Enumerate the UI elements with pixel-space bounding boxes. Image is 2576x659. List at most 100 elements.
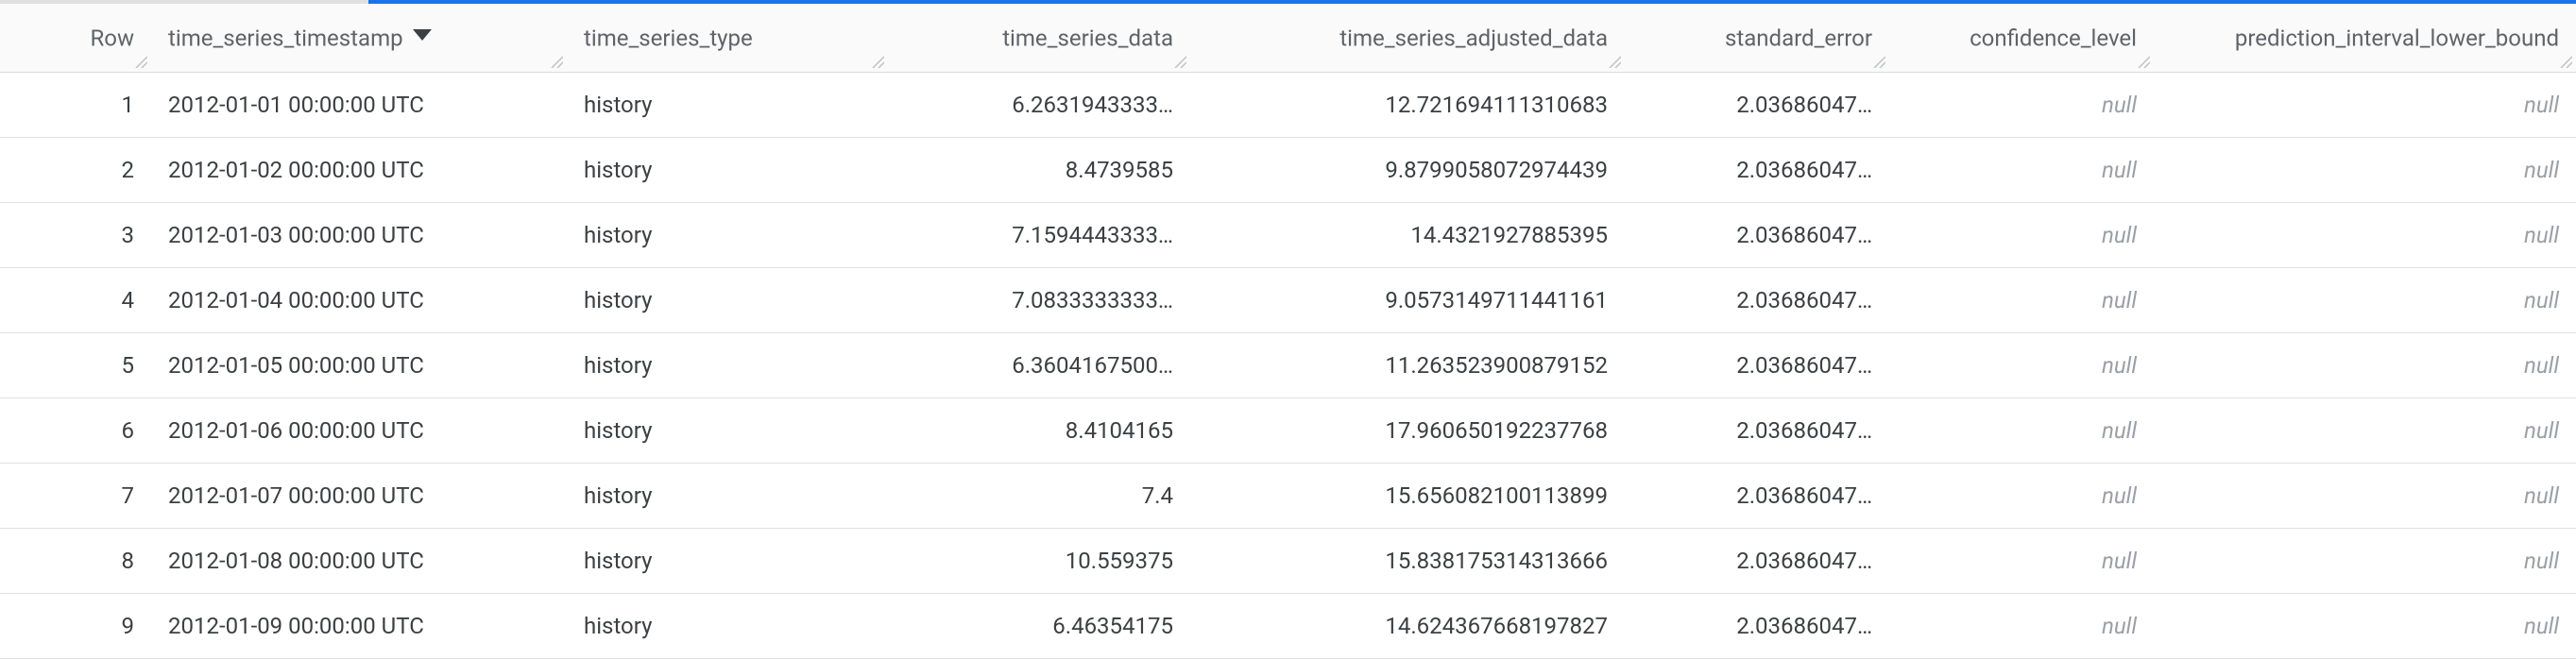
cell-type: history xyxy=(567,593,888,658)
cell-ts: 2012-01-09 00:00:00 UTC xyxy=(151,593,567,658)
column-header-ts[interactable]: time_series_timestamp xyxy=(151,4,567,72)
column-header-label: confidence_level xyxy=(1970,25,2137,52)
null-value: null xyxy=(2102,352,2137,379)
column-header-label: time_series_data xyxy=(1002,25,1173,52)
cell-type: history xyxy=(567,267,888,332)
table-row[interactable]: 82012-01-08 00:00:00 UTChistory10.559375… xyxy=(0,528,2576,593)
column-header-adj[interactable]: time_series_adjusted_data xyxy=(1190,4,1625,72)
cell-adj: 9.0573149711441161 xyxy=(1190,267,1625,332)
cell-conf: null xyxy=(1889,397,2154,463)
null-value: null xyxy=(2524,613,2559,639)
null-value: null xyxy=(2524,548,2559,574)
cell-row: 9 xyxy=(0,593,151,658)
cell-value: 15.838175314313666 xyxy=(1385,548,1608,574)
column-resize-handle-icon[interactable] xyxy=(2557,53,2574,70)
table-body: 12012-01-01 00:00:00 UTChistory6.2631943… xyxy=(0,72,2576,658)
cell-row: 4 xyxy=(0,267,151,332)
cell-type: history xyxy=(567,397,888,463)
cell-value: 2.03686047… xyxy=(1736,352,1872,379)
cell-value: 9.0573149711441161 xyxy=(1385,287,1608,313)
column-header-conf[interactable]: confidence_level xyxy=(1889,4,2154,72)
cell-type: history xyxy=(567,332,888,397)
cell-value: history xyxy=(584,157,652,183)
cell-value: history xyxy=(584,287,652,313)
sort-desc-icon[interactable] xyxy=(413,4,432,70)
cell-value: 2.03686047… xyxy=(1736,157,1872,183)
table-row[interactable]: 6 2012-01-06 00:00:00 UTChistory8.4104165… xyxy=(0,397,2576,463)
table-row[interactable]: 52012-01-05 00:00:00 UTChistory6.3604167… xyxy=(0,332,2576,397)
cell-conf: null xyxy=(1889,593,2154,658)
cell-value: 1 xyxy=(122,92,135,118)
cell-conf: null xyxy=(1889,202,2154,267)
column-header-label: time_series_type xyxy=(584,25,753,52)
cell-value: 2012-01-07 00:00:00 UTC xyxy=(168,482,424,509)
column-resize-handle-icon[interactable] xyxy=(1606,53,1623,70)
cell-value: 2 xyxy=(122,157,135,183)
cell-value: 14.4321927885395 xyxy=(1410,222,1608,248)
cell-conf: null xyxy=(1889,528,2154,593)
table-row[interactable]: 2 2012-01-02 00:00:00 UTC history 8.4739585… xyxy=(0,137,2576,202)
cell-value: 2012-01-04 00:00:00 UTC xyxy=(168,287,424,313)
column-header-se[interactable]: standard_error xyxy=(1625,4,1889,72)
column-header-label: standard_error xyxy=(1725,25,1872,52)
table-row[interactable]: 42012-01-04 00:00:00 UTChistory7.0833333… xyxy=(0,267,2576,332)
cell-data: 8.4739585 xyxy=(888,137,1190,202)
table-row[interactable]: 32012-01-03 00:00:00 UTChistory7.1594443… xyxy=(0,202,2576,267)
cell-value: history xyxy=(584,613,652,639)
cell-conf: null xyxy=(1889,137,2154,202)
cell-pred: null xyxy=(2154,463,2576,528)
cell-conf: null xyxy=(1889,463,2154,528)
table-row[interactable]: 12012-01-01 00:00:00 UTChistory6.2631943… xyxy=(0,72,2576,137)
cell-value: 2.03686047… xyxy=(1736,482,1872,509)
cell-value: 7.1594443333… xyxy=(1012,222,1173,248)
cell-ts: 2012-01-05 00:00:00 UTC xyxy=(151,332,567,397)
cell-value: 8 xyxy=(122,548,135,574)
cell-value: 2.03686047… xyxy=(1736,92,1872,118)
cell-data: 8.4104165 xyxy=(888,397,1190,463)
null-value: null xyxy=(2102,613,2137,639)
column-header-type[interactable]: time_series_type xyxy=(567,4,888,72)
cell-conf: null xyxy=(1889,332,2154,397)
cell-se: 2.03686047… xyxy=(1625,72,1889,137)
cell-value: 2012-01-05 00:00:00 UTC xyxy=(168,352,424,379)
column-resize-handle-icon[interactable] xyxy=(1171,53,1188,70)
null-value: null xyxy=(2524,222,2559,248)
null-value: null xyxy=(2102,548,2137,574)
cell-value: 6.2631943333… xyxy=(1012,92,1173,118)
column-resize-handle-icon[interactable] xyxy=(132,53,149,70)
cell-value: 7 xyxy=(122,482,135,509)
cell-row: 8 xyxy=(0,528,151,593)
cell-pred: null xyxy=(2154,528,2576,593)
cell-row: 3 xyxy=(0,202,151,267)
cell-value: 14.624367668197827 xyxy=(1385,613,1608,639)
cell-adj: 14.4321927885395 xyxy=(1190,202,1625,267)
cell-pred: null xyxy=(2154,332,2576,397)
cell-value: 9 xyxy=(122,613,135,639)
cell-ts: 2012-01-02 00:00:00 UTC xyxy=(151,137,567,202)
cell-se: 2.03686047… xyxy=(1625,267,1889,332)
column-header-label: prediction_interval_lower_bound xyxy=(2235,25,2559,52)
column-resize-handle-icon[interactable] xyxy=(869,53,886,70)
table-row[interactable]: 72012-01-07 00:00:00 UTChistory7.415.656… xyxy=(0,463,2576,528)
cell-adj: 12.721694111310683 xyxy=(1190,72,1625,137)
column-header-row[interactable]: Row xyxy=(0,4,151,72)
column-resize-handle-icon[interactable] xyxy=(1870,53,1887,70)
cell-se: 2.03686047… xyxy=(1625,397,1889,463)
column-header-pred[interactable]: prediction_interval_lower_bound xyxy=(2154,4,2576,72)
cell-type: history xyxy=(567,528,888,593)
column-header-data[interactable]: time_series_data xyxy=(888,4,1190,72)
cell-adj: 11.263523900879152 xyxy=(1190,332,1625,397)
cell-se: 2.03686047… xyxy=(1625,528,1889,593)
cell-ts: 2012-01-08 00:00:00 UTC xyxy=(151,528,567,593)
table-row[interactable]: 92012-01-09 00:00:00 UTChistory6.4635417… xyxy=(0,593,2576,658)
cell-se: 2.03686047… xyxy=(1625,593,1889,658)
cell-value: 6 xyxy=(122,417,135,444)
column-resize-handle-icon[interactable] xyxy=(548,53,565,70)
column-resize-handle-icon[interactable] xyxy=(2135,53,2152,70)
cell-data: 6.3604167500… xyxy=(888,332,1190,397)
null-value: null xyxy=(2524,352,2559,379)
cell-value: 2012-01-09 00:00:00 UTC xyxy=(168,613,424,639)
cell-value: 9.8799058072974439 xyxy=(1385,157,1608,183)
cell-ts: 2012-01-06 00:00:00 UTC xyxy=(151,397,567,463)
cell-conf: null xyxy=(1889,72,2154,137)
